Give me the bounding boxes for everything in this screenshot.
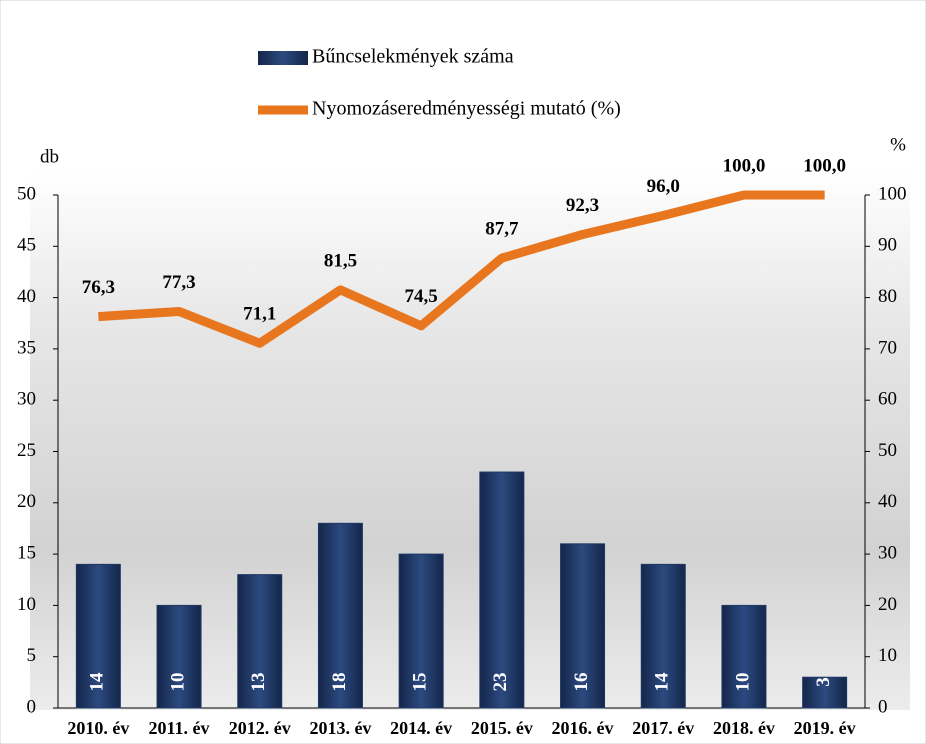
x-tick-label: 2018. év <box>713 718 775 738</box>
y-tick-label: 20 <box>17 491 36 512</box>
bar-value-label: 16 <box>571 673 592 692</box>
y2-tick-label: 0 <box>878 696 888 717</box>
x-tick-label: 2016. év <box>552 718 614 738</box>
y2-tick-label: 90 <box>878 235 897 256</box>
line-value-label: 81,5 <box>324 250 357 271</box>
x-tick-label: 2014. év <box>390 718 452 738</box>
bar-value-label: 18 <box>329 673 350 692</box>
y2-tick-label: 20 <box>878 594 897 615</box>
bar-value-label: 10 <box>167 673 188 692</box>
line-value-label: 100,0 <box>803 155 846 176</box>
y2-tick-label: 50 <box>878 440 897 461</box>
bar-value-label: 23 <box>490 673 511 692</box>
y-tick-label: 5 <box>27 645 37 666</box>
bar-value-label: 14 <box>652 672 673 692</box>
y2-tick-label: 30 <box>878 542 897 563</box>
line-value-label: 74,5 <box>405 286 438 307</box>
x-tick-label: 2013. év <box>309 718 371 738</box>
line-value-label: 92,3 <box>566 195 599 216</box>
bar <box>722 605 766 708</box>
bar-value-label: 10 <box>732 673 753 692</box>
y-tick-label: 50 <box>17 183 36 204</box>
x-tick-label: 2010. év <box>67 718 129 738</box>
y-tick-label: 0 <box>27 696 37 717</box>
y2-tick-label: 40 <box>878 491 897 512</box>
chart: db % 0 5 10 15 20 25 30 35 40 45 50 0 10 20 30 40 50 60 70… <box>0 0 926 744</box>
y-tick-label: 10 <box>17 594 36 615</box>
x-tick-label: 2019. év <box>794 718 856 738</box>
line-value-label: 77,3 <box>162 272 195 293</box>
y2-tick-label: 10 <box>878 645 897 666</box>
bar-value-label: 13 <box>248 673 269 692</box>
y2-tick-label: 100 <box>878 183 907 204</box>
y2-axis-label: % <box>890 134 906 155</box>
x-tick-label: 2012. év <box>229 718 291 738</box>
x-tick-label: 2011. év <box>149 718 210 738</box>
y-tick-label: 40 <box>17 286 36 307</box>
y-tick-label: 15 <box>17 542 36 563</box>
line-value-label: 96,0 <box>647 176 680 197</box>
bar-value-label: 14 <box>87 672 108 692</box>
y-tick-label: 45 <box>17 235 36 256</box>
y-tick-label: 30 <box>17 389 36 410</box>
y2-tick-label: 70 <box>878 337 897 358</box>
legend-label: Bűncselekmények száma <box>312 46 514 68</box>
bar-value-label: 15 <box>410 673 431 692</box>
y2-tick-label: 80 <box>878 286 897 307</box>
line-value-label: 100,0 <box>723 155 766 176</box>
y-axis-label: db <box>40 146 59 167</box>
line-value-label: 71,1 <box>243 304 276 325</box>
y-tick-label: 25 <box>17 440 36 461</box>
y-tick-label: 35 <box>17 337 36 358</box>
x-tick-label: 2015. év <box>471 718 533 738</box>
x-tick-label: 2017. év <box>632 718 694 738</box>
line-value-label: 87,7 <box>485 218 519 239</box>
bar-value-label: 3 <box>813 677 834 687</box>
legend-label: Nyomozáseredményességi mutató (%) <box>312 98 621 120</box>
bar <box>157 605 201 708</box>
line-value-label: 76,3 <box>82 277 115 298</box>
legend-swatch <box>258 51 308 65</box>
y2-tick-label: 60 <box>878 389 897 410</box>
